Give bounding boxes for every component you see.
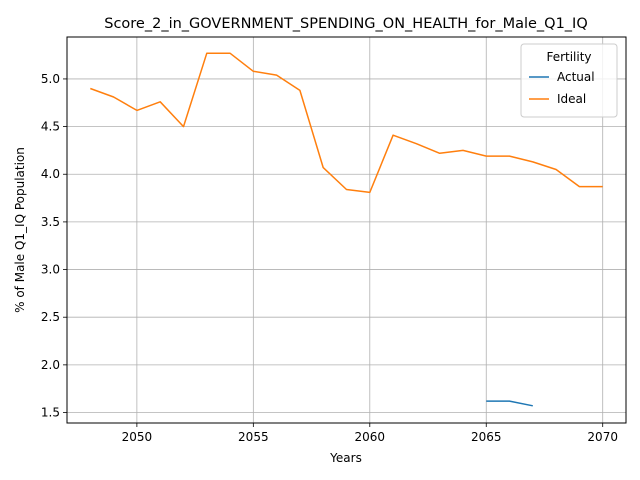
- y-axis: 1.5 2.0 2.5 3.0 3.5 4.0 4.5 5.0: [41, 72, 67, 420]
- y-tick-label: 3.5: [41, 215, 60, 229]
- series-line-ideal: [90, 52, 603, 194]
- y-tick-label: 2.0: [41, 358, 60, 372]
- legend-label-ideal: Ideal: [557, 92, 586, 106]
- y-tick-label: 4.0: [41, 167, 60, 181]
- x-axis-label: Years: [329, 451, 362, 465]
- x-tick-label: 2050: [122, 430, 153, 444]
- y-tick-label: 2.5: [41, 310, 60, 324]
- x-tick-label: 2055: [238, 430, 269, 444]
- x-tick-label: 2060: [355, 430, 386, 444]
- plot-frame: [66, 36, 627, 424]
- y-axis-label: % of Male Q1_IQ Population: [13, 147, 27, 313]
- series-layer: [90, 52, 603, 407]
- x-tick-label: 2070: [587, 430, 618, 444]
- x-axis: 2050 2055 2060 2065 2070: [122, 423, 618, 444]
- grid: [67, 37, 626, 423]
- y-tick-label: 1.5: [41, 406, 60, 420]
- x-tick-label: 2065: [471, 430, 502, 444]
- legend-label-actual: Actual: [557, 70, 595, 84]
- y-tick-label: 5.0: [41, 72, 60, 86]
- y-tick-label: 3.0: [41, 263, 60, 277]
- chart-title: Score_2_in_GOVERNMENT_SPENDING_ON_HEALTH…: [104, 16, 588, 32]
- legend: Fertility Actual Ideal: [520, 43, 618, 118]
- y-tick-label: 4.5: [41, 120, 60, 134]
- series-line-actual: [486, 400, 533, 407]
- legend-title: Fertility: [546, 50, 591, 64]
